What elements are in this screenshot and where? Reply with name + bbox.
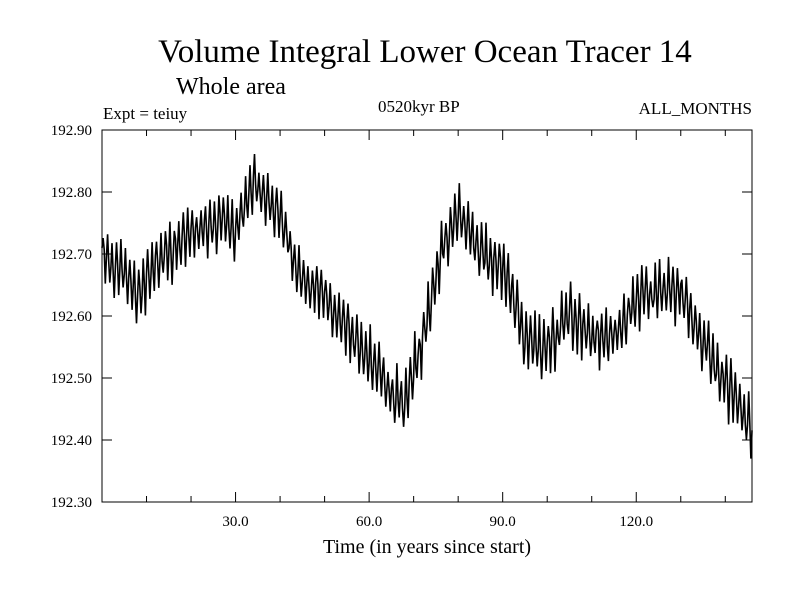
- y-tick-label: 192.90: [51, 123, 92, 139]
- y-axis: 192.30 192.40 192.50 192.60 192.70 192.80 192.…: [51, 123, 752, 511]
- x-axis-title: Time (in years since start): [323, 536, 531, 558]
- period-label: 0520kyr BP: [378, 97, 460, 116]
- x-tick-label: 120.0: [619, 514, 653, 530]
- x-tick-label: 60.0: [356, 514, 382, 530]
- y-tick-label: 192.40: [51, 433, 92, 449]
- y-tick-label: 192.80: [51, 185, 92, 201]
- y-tick-label: 192.50: [51, 371, 92, 387]
- experiment-label: Expt = teiuy: [103, 104, 188, 123]
- x-tick-label: 90.0: [490, 514, 516, 530]
- y-tick-label: 192.70: [51, 247, 92, 263]
- y-tick-label: 192.60: [51, 309, 92, 325]
- chart-title: Volume Integral Lower Ocean Tracer 14: [158, 34, 692, 70]
- series-line: [101, 153, 753, 459]
- x-tick-label: 30.0: [222, 514, 248, 530]
- y-tick-label: 192.30: [51, 495, 92, 511]
- chart-subtitle: Whole area: [176, 74, 286, 100]
- x-axis: 30.0 60.0 90.0 120.0: [146, 130, 726, 530]
- months-label: ALL_MONTHS: [638, 99, 752, 118]
